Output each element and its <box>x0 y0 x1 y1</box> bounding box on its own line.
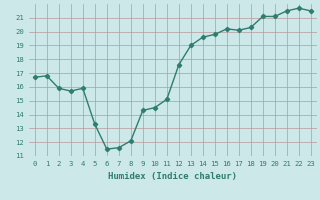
X-axis label: Humidex (Indice chaleur): Humidex (Indice chaleur) <box>108 172 237 181</box>
